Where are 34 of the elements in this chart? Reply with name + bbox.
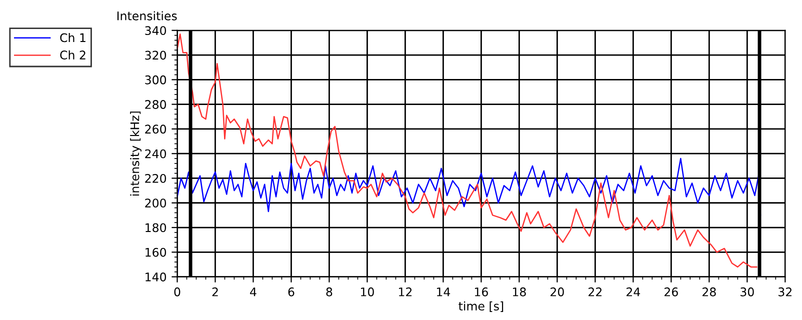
chart-title: Intensities — [117, 11, 177, 20]
x-axis-title: time [s] — [458, 301, 504, 312]
line-series — [177, 33, 758, 268]
y-tick-label: 240 — [145, 149, 166, 158]
y-tick-label: 200 — [145, 198, 166, 208]
legend-label: Ch 1 — [60, 33, 86, 42]
x-tick-label: 16 — [474, 287, 488, 296]
y-tick-label: 140 — [146, 272, 166, 282]
y-tick-label: 280 — [145, 100, 166, 109]
x-tick-label: 28 — [702, 287, 716, 296]
x-tick-label: 8 — [326, 287, 332, 296]
x-tick-label: 14 — [436, 288, 450, 296]
y-tick-label: 260 — [145, 124, 166, 134]
y-tick-label: 340 — [145, 26, 166, 36]
y-tick-label: 160 — [146, 248, 166, 257]
y-tick-label: 220 — [145, 174, 166, 183]
x-tick-label: 4 — [250, 288, 256, 296]
x-tick-label: 24 — [626, 287, 640, 296]
y-tick-label: 180 — [146, 223, 166, 232]
legend-label: Ch 2 — [60, 50, 86, 60]
x-tick-label: 22 — [588, 287, 602, 296]
x-tick-label: 32 — [778, 287, 792, 296]
x-tick-label: 12 — [398, 287, 412, 296]
x-tick-label: 6 — [288, 287, 294, 296]
x-tick-label: 2 — [212, 287, 218, 296]
x-tick-label: 26 — [664, 287, 678, 296]
x-tick-label: 20 — [550, 287, 564, 296]
x-tick-label: 30 — [740, 287, 754, 296]
y-tick-label: 300 — [145, 75, 166, 84]
y-tick-label: 320 — [145, 50, 166, 60]
x-tick-label: 10 — [361, 287, 374, 296]
y-axis-title: intensity [kHz] — [130, 112, 142, 196]
x-tick-label: 18 — [512, 287, 526, 296]
x-tick-label: 0 — [174, 287, 180, 296]
